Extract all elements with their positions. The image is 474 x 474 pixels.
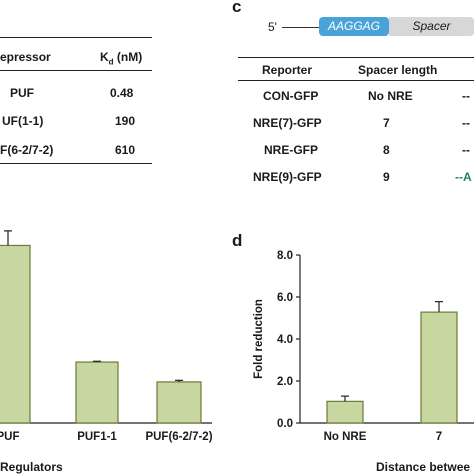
- table-header-rule: [0, 70, 152, 71]
- sequence-cell: --: [462, 89, 470, 103]
- repressor-header: epressor: [0, 50, 51, 64]
- spacer-cell: 9: [383, 170, 390, 184]
- y-tick-label: 2.0: [277, 376, 293, 388]
- kd-cell: 0.48: [110, 86, 134, 100]
- table-top-rule: [238, 57, 474, 58]
- y-tick-label: 8.0: [277, 250, 293, 262]
- table-bottom-rule: [0, 163, 152, 164]
- kd-cell: 190: [115, 114, 136, 128]
- sequence-cell: --: [462, 143, 470, 157]
- y-tick-label: 6.0: [277, 292, 293, 304]
- reporter-cell: NRE-GFP: [264, 143, 318, 157]
- panel-label-d: d: [232, 231, 243, 250]
- x-tick-label: PUF(6-2/7-2): [145, 431, 212, 443]
- bar: [326, 400, 364, 424]
- x-axis-label: Distance betwee: [376, 460, 470, 474]
- motif-box: AAGGAG: [319, 17, 389, 36]
- spacer-box: Spacer: [389, 17, 474, 36]
- repressor-cell: F(6-2/7-2): [0, 143, 54, 157]
- bar: [75, 361, 119, 424]
- spacer-cell: 8: [383, 143, 390, 157]
- spacer-cell: 7: [383, 116, 390, 130]
- panel-label-c: c: [232, 0, 242, 16]
- bar: [0, 244, 31, 424]
- five-prime-label: 5': [268, 20, 277, 34]
- x-tick-label: PUF: [0, 431, 20, 443]
- x-tick-label: PUF1-1: [77, 431, 117, 443]
- x-tick-label: No NRE: [324, 431, 367, 443]
- reporter-cell: NRE(7)-GFP: [253, 116, 322, 130]
- kd-header: Kd (nM): [100, 50, 143, 67]
- y-tick-label: 0.0: [277, 418, 293, 430]
- kd-cell: 610: [115, 143, 136, 157]
- schematic-line: [282, 27, 320, 28]
- repressor-cell: PUF: [10, 86, 34, 100]
- y-axis-label: Fold reduction: [253, 299, 265, 379]
- spacer-length-header: Spacer length: [358, 63, 438, 77]
- y-tick-label: 4.0: [277, 334, 293, 346]
- sequence-cell: --A: [455, 170, 472, 184]
- x-tick-label: 7: [436, 431, 442, 443]
- bar: [156, 381, 202, 424]
- reporter-cell: CON-GFP: [263, 89, 319, 103]
- spacer-cell: No NRE: [368, 89, 413, 103]
- reporter-header: Reporter: [262, 63, 313, 77]
- table-top-rule: [0, 37, 152, 38]
- table-header-rule: [238, 80, 474, 81]
- sequence-cell: --: [462, 116, 470, 130]
- x-axis-label: Regulators: [0, 460, 63, 474]
- repressor-cell: UF(1-1): [2, 114, 44, 128]
- reporter-cell: NRE(9)-GFP: [253, 170, 322, 184]
- bar: [420, 311, 458, 424]
